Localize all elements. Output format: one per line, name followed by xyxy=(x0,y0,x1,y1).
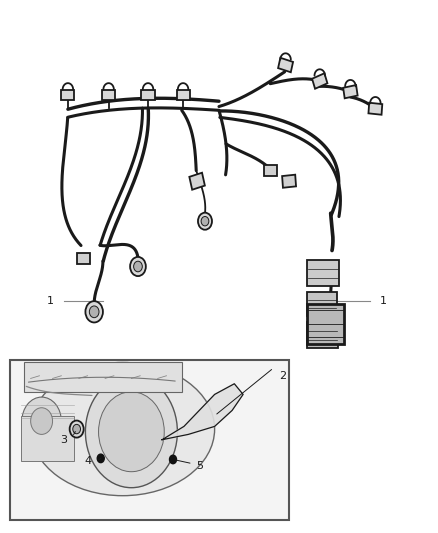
Circle shape xyxy=(134,261,142,272)
Circle shape xyxy=(89,306,99,318)
Text: 1: 1 xyxy=(380,296,387,306)
Circle shape xyxy=(85,376,177,488)
Bar xyxy=(307,304,344,344)
Text: 5: 5 xyxy=(196,462,203,471)
Bar xyxy=(21,416,74,461)
Circle shape xyxy=(22,397,61,445)
Bar xyxy=(282,175,296,188)
Text: 3: 3 xyxy=(60,435,67,445)
Text: 4: 4 xyxy=(84,456,91,466)
Circle shape xyxy=(73,424,81,434)
Circle shape xyxy=(85,301,103,322)
Circle shape xyxy=(31,408,53,434)
Bar xyxy=(24,362,182,392)
Bar xyxy=(307,322,338,348)
Text: 2: 2 xyxy=(279,371,286,381)
Circle shape xyxy=(70,421,84,438)
Bar xyxy=(77,253,90,264)
Text: 1: 1 xyxy=(47,296,54,306)
Bar xyxy=(368,103,382,115)
Bar xyxy=(102,90,115,100)
Bar xyxy=(264,165,277,176)
Circle shape xyxy=(170,455,177,464)
Bar xyxy=(278,58,293,72)
Circle shape xyxy=(97,454,104,463)
Ellipse shape xyxy=(31,362,215,496)
Bar xyxy=(177,90,190,100)
Bar xyxy=(61,90,74,100)
Circle shape xyxy=(201,216,209,226)
Bar xyxy=(189,173,205,190)
Circle shape xyxy=(130,257,146,276)
Bar xyxy=(307,260,339,287)
Bar xyxy=(307,292,337,316)
Bar xyxy=(141,90,155,100)
Polygon shape xyxy=(162,384,243,440)
Circle shape xyxy=(99,392,164,472)
Bar xyxy=(312,73,328,89)
Circle shape xyxy=(198,213,212,230)
Bar xyxy=(10,360,289,520)
Bar xyxy=(343,85,358,98)
